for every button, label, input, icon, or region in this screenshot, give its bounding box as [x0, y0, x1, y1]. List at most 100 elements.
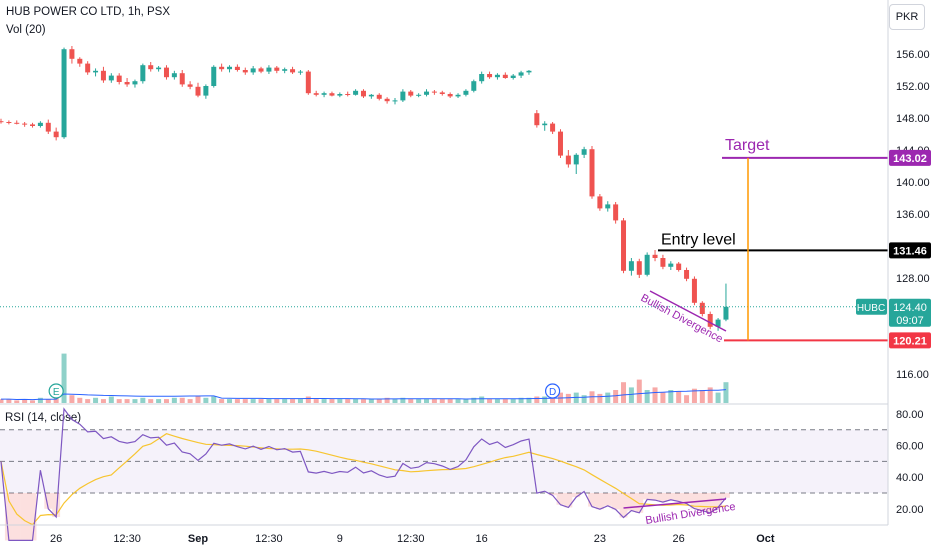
- time-tick-label: Sep: [188, 533, 208, 545]
- candle-body: [140, 65, 146, 82]
- volume-bar: [290, 399, 296, 403]
- dividend-marker-label: D: [549, 387, 556, 398]
- volume-bar: [408, 399, 414, 403]
- candle-body: [313, 93, 319, 95]
- rsi-oversold-fill: [20, 493, 29, 541]
- volume-bar: [581, 395, 587, 403]
- candle-body: [179, 73, 185, 85]
- rsi-oversold-fill: [690, 493, 699, 509]
- candle-body: [337, 94, 343, 96]
- candle-body: [156, 67, 162, 70]
- dividend-marker: [544, 383, 561, 399]
- candle-body: [258, 68, 264, 72]
- volume-bar: [353, 399, 359, 403]
- candle-body: [455, 94, 461, 97]
- candle-body: [6, 122, 12, 123]
- rsi-tick-label: 80.00: [896, 409, 924, 421]
- candle-body: [699, 302, 705, 314]
- volume-bar: [132, 399, 138, 403]
- candle-body: [85, 63, 91, 73]
- volume-bar: [526, 397, 532, 403]
- volume-bar: [447, 399, 453, 403]
- candle-body: [534, 113, 540, 126]
- candle-body: [589, 149, 595, 197]
- volume-bar: [305, 396, 311, 403]
- stop-price-tag: 120.21: [893, 335, 927, 347]
- candle-body: [447, 94, 453, 97]
- price-tick-label: 128.00: [896, 273, 930, 285]
- volume-bar: [148, 399, 154, 403]
- rsi-oversold-fill: [548, 493, 557, 496]
- volume-bar: [518, 397, 524, 403]
- candle-body: [494, 74, 500, 78]
- candle-body: [171, 73, 177, 78]
- candle-body: [321, 93, 327, 95]
- volume-bar: [550, 395, 556, 403]
- time-tick-label: 12:30: [255, 533, 283, 545]
- rsi-oversold-fill: [603, 493, 612, 506]
- candle-body: [439, 92, 445, 94]
- candle-body: [345, 94, 351, 95]
- candle-body: [644, 254, 650, 275]
- candle-body: [61, 49, 67, 138]
- price-tick-label: 148.00: [896, 113, 930, 125]
- volume-bar: [61, 353, 67, 403]
- volume-bar: [266, 399, 272, 403]
- volume-bar: [676, 391, 682, 403]
- rsi-oversold-fill: [635, 493, 644, 513]
- candle-body: [203, 86, 209, 96]
- volume-bar: [140, 397, 146, 403]
- candle-body: [573, 154, 579, 165]
- candle-body: [557, 131, 563, 156]
- rsi-divergence-line: [623, 498, 727, 509]
- candle-body: [53, 131, 59, 138]
- candle-body: [163, 67, 169, 78]
- candle-body: [305, 71, 311, 94]
- candle-body: [652, 254, 658, 258]
- candle-body: [400, 91, 406, 101]
- volume-bar: [100, 399, 106, 403]
- volume-bar: [274, 399, 280, 403]
- volume-bar: [400, 397, 406, 403]
- currency-button[interactable]: PKR: [889, 4, 925, 30]
- target-price-tag: 143.02: [893, 153, 927, 165]
- rsi-panel: RSI (14, close)Bullish Divergence: [0, 407, 888, 542]
- volume-bar: [628, 387, 634, 403]
- volume-bar: [424, 399, 430, 403]
- volume-bar: [636, 379, 642, 403]
- time-tick-label: 12:30: [113, 533, 141, 545]
- candle-body: [93, 70, 99, 73]
- candle-body: [550, 123, 556, 132]
- candle-body: [116, 75, 122, 82]
- candle-body: [416, 94, 422, 96]
- volume-bar: [502, 399, 508, 403]
- rsi-oversold-fill: [564, 493, 573, 508]
- volume-bar: [282, 399, 288, 403]
- time-tick-label: 9: [337, 533, 343, 545]
- candle-body: [668, 263, 674, 267]
- rsi-tick-label: 40.00: [896, 472, 924, 484]
- candle-body: [108, 75, 114, 81]
- earnings-marker-label: E: [53, 387, 60, 398]
- volume-bar: [45, 399, 51, 403]
- candle-body: [384, 98, 390, 102]
- candle-body: [274, 67, 280, 71]
- volume-bar: [613, 390, 619, 403]
- rsi-oversold-fill: [4, 493, 13, 541]
- price-tick-label: 156.00: [896, 49, 930, 61]
- price-tick-label: 116.00: [896, 369, 929, 381]
- candle-body: [0, 121, 4, 123]
- volume-bar: [621, 382, 627, 403]
- candle-body: [518, 72, 524, 76]
- volume-bar: [707, 387, 713, 403]
- candle-body: [69, 49, 75, 59]
- last-price-tag-bg: [889, 298, 931, 327]
- chart-title: HUB POWER CO LTD, 1h, PSX: [6, 6, 171, 18]
- volume-bar: [321, 399, 327, 403]
- volume-bar: [69, 395, 75, 403]
- volume-bar: [660, 392, 666, 403]
- volume-bar: [392, 399, 398, 403]
- volume-bar: [234, 399, 240, 403]
- time-tick-label: 16: [476, 533, 488, 545]
